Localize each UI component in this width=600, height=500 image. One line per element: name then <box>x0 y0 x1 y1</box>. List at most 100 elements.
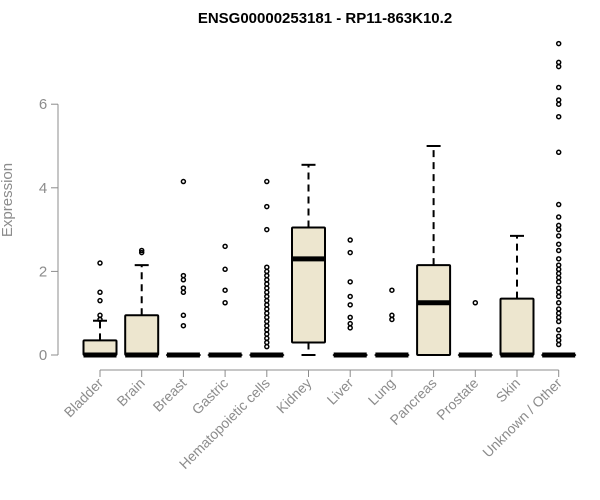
outlier-point <box>264 203 270 210</box>
box-pancreas <box>416 145 452 357</box>
outlier-point <box>264 178 270 185</box>
outlier-point <box>264 327 270 333</box>
outlier-point <box>97 289 103 296</box>
outlier-point <box>264 306 270 312</box>
outlier-point <box>264 281 270 287</box>
outlier-point <box>264 302 270 308</box>
outlier-point <box>222 243 228 250</box>
outlier-point <box>555 300 562 306</box>
outlier-point <box>97 297 103 304</box>
outlier-point <box>555 333 562 339</box>
outlier-point <box>264 289 270 296</box>
outlier-point <box>555 285 562 291</box>
outlier-point <box>347 320 353 327</box>
outlier-point <box>555 97 562 103</box>
outlier-point <box>264 297 270 304</box>
x-tick-label: Brain <box>113 375 147 409</box>
outlier-point <box>264 318 270 325</box>
outlier-point <box>138 249 145 256</box>
outlier-point <box>264 226 270 233</box>
outlier-point <box>555 101 562 107</box>
outlier-point <box>555 293 562 300</box>
outlier-point <box>264 314 270 321</box>
x-tick-label: Liver <box>324 375 357 408</box>
outlier-point <box>264 339 270 346</box>
outlier-point <box>97 260 103 266</box>
outlier-point <box>555 233 562 239</box>
outlier-point <box>264 331 270 337</box>
iqr-box <box>499 297 535 357</box>
y-tick-label: 6 <box>39 96 47 113</box>
outlier-point <box>97 316 103 323</box>
box-unknown-other <box>541 40 577 358</box>
x-tick-label: Prostate <box>433 375 481 423</box>
outlier-point <box>555 40 562 47</box>
outlier-point <box>264 268 270 275</box>
outlier-point <box>555 270 562 277</box>
outlier-point <box>555 113 562 120</box>
outlier-point <box>555 289 562 296</box>
box-skin <box>499 234 535 358</box>
box-gastric <box>207 243 243 358</box>
outlier-point <box>180 312 187 319</box>
outlier-point <box>472 300 479 306</box>
outlier-point <box>347 314 353 321</box>
outlier-point <box>555 149 562 156</box>
outlier-point <box>555 327 562 333</box>
box-kidney <box>291 163 326 356</box>
outlier-point <box>555 84 562 91</box>
y-axis-label: Expression <box>0 163 16 237</box>
outlier-point <box>347 302 353 308</box>
outlier-point <box>264 322 270 329</box>
outlier-point <box>555 63 562 70</box>
outlier-point <box>555 279 562 285</box>
outlier-point <box>555 247 562 254</box>
outlier-point <box>347 293 353 300</box>
outlier-point <box>555 306 562 312</box>
outlier-point <box>222 287 228 293</box>
outlier-point <box>180 322 187 329</box>
x-tick-label: Skin <box>493 375 524 406</box>
box-hematopoietic-cells <box>249 178 285 358</box>
box-lung <box>374 287 410 358</box>
y-tick-label: 4 <box>39 180 47 197</box>
outlier-point <box>180 272 187 279</box>
outlier-point <box>555 256 562 262</box>
outlier-point <box>555 262 562 268</box>
outlier-point <box>264 285 270 291</box>
x-tick-label: Breast <box>150 375 190 415</box>
outlier-point <box>389 316 395 323</box>
chart-title: ENSG00000253181 - RP11-863K10.2 <box>198 10 452 27</box>
outlier-point <box>97 312 103 319</box>
outlier-point <box>555 201 562 208</box>
y-axis: 0 2 4 6 <box>39 96 59 364</box>
outlier-point <box>222 266 228 273</box>
iqr-box <box>416 264 452 357</box>
outlier-point <box>555 266 562 273</box>
outlier-point <box>264 293 270 300</box>
outlier-point <box>264 264 270 270</box>
box-breast <box>165 178 201 358</box>
outlier-point <box>264 277 270 283</box>
outlier-point <box>555 318 562 325</box>
x-tick-label: Kidney <box>273 375 315 417</box>
outlier-point <box>180 285 187 291</box>
outlier-point <box>347 279 353 285</box>
outlier-point <box>222 300 228 306</box>
y-tick-label: 0 <box>39 347 47 364</box>
outlier-point <box>347 325 353 331</box>
iqr-box <box>291 226 326 344</box>
x-tick-label: Bladder <box>61 375 107 421</box>
outlier-point <box>555 310 562 316</box>
y-tick-label: 2 <box>39 263 47 280</box>
outlier-point <box>555 274 562 281</box>
outlier-point <box>138 247 145 254</box>
x-tick-label: Lung <box>365 375 398 408</box>
outlier-point <box>555 226 562 233</box>
outlier-point <box>180 289 187 296</box>
outlier-point <box>347 249 353 256</box>
box-bladder <box>82 260 118 358</box>
x-tick-label: Unknown / Other <box>479 375 565 461</box>
